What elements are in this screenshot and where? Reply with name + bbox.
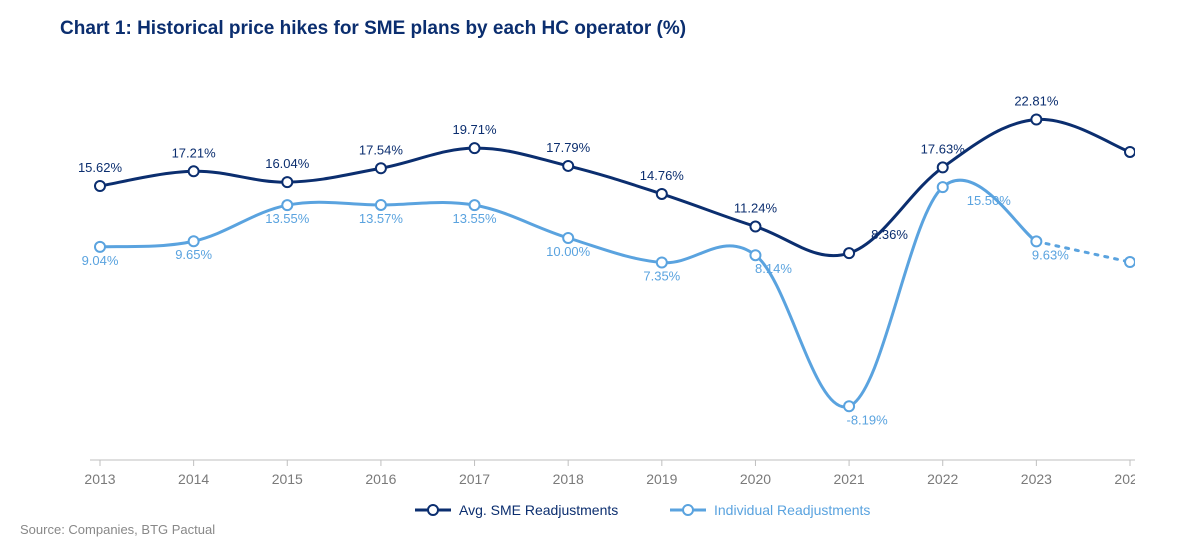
- svg-text:8.36%: 8.36%: [871, 227, 908, 242]
- svg-text:17.79%: 17.79%: [546, 140, 591, 155]
- chart-svg: 2013 2014 2015 2016 2017 2018 2019 2020 2021 2022…: [60, 60, 1135, 520]
- svg-text:15.62%: 15.62%: [78, 160, 123, 175]
- svg-text:7.35%: 7.35%: [643, 269, 680, 284]
- svg-text:2013: 2013: [84, 471, 115, 487]
- svg-text:9.63%: 9.63%: [1032, 247, 1069, 262]
- svg-text:2014: 2014: [178, 471, 209, 487]
- chart-title: Chart 1: Historical price hikes for SME …: [60, 18, 686, 40]
- svg-text:2022: 2022: [927, 471, 958, 487]
- svg-text:2024: 2024: [1114, 471, 1135, 487]
- svg-text:9.65%: 9.65%: [175, 247, 212, 262]
- svg-text:2015: 2015: [272, 471, 303, 487]
- svg-text:19.71%: 19.71%: [452, 122, 497, 137]
- svg-text:2021: 2021: [834, 471, 865, 487]
- chart-container: Chart 1: Historical price hikes for SME …: [0, 0, 1200, 551]
- svg-text:13.55%: 13.55%: [265, 211, 310, 226]
- svg-text:2023: 2023: [1021, 471, 1052, 487]
- svg-text:10.00%: 10.00%: [546, 244, 591, 259]
- svg-text:Individual Readjustments: Individual Readjustments: [714, 502, 870, 518]
- svg-text:2018: 2018: [553, 471, 584, 487]
- svg-text:8.14%: 8.14%: [755, 261, 792, 276]
- chart-area: 2013 2014 2015 2016 2017 2018 2019 2020 2021 2022…: [60, 60, 1135, 520]
- svg-text:13.57%: 13.57%: [359, 211, 404, 226]
- svg-text:17.54%: 17.54%: [359, 142, 404, 157]
- svg-text:22.81%: 22.81%: [1014, 94, 1059, 109]
- svg-text:17.63%: 17.63%: [921, 141, 966, 156]
- source-text: Source: Companies, BTG Pactual: [20, 522, 215, 537]
- svg-text:2019: 2019: [646, 471, 677, 487]
- svg-text:-8.19%: -8.19%: [846, 412, 888, 427]
- svg-text:17.21%: 17.21%: [172, 145, 217, 160]
- svg-text:14.76%: 14.76%: [640, 168, 685, 183]
- svg-text:15.50%: 15.50%: [967, 193, 1012, 208]
- svg-text:9.04%: 9.04%: [82, 253, 119, 268]
- svg-text:13.55%: 13.55%: [452, 211, 497, 226]
- svg-text:2020: 2020: [740, 471, 771, 487]
- svg-text:2016: 2016: [365, 471, 396, 487]
- svg-text:16.04%: 16.04%: [265, 156, 310, 171]
- svg-text:Avg. SME Readjustments: Avg. SME Readjustments: [459, 502, 618, 518]
- svg-text:11.24%: 11.24%: [734, 201, 778, 216]
- svg-text:2017: 2017: [459, 471, 490, 487]
